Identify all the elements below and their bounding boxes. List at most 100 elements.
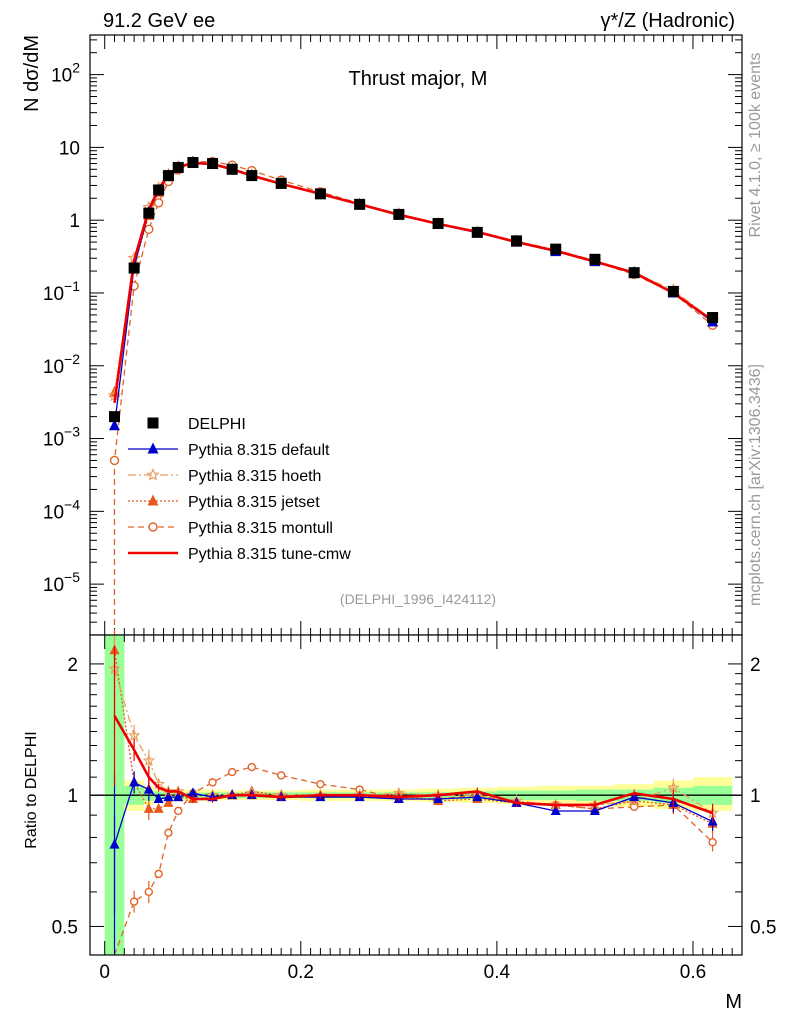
main-point-data: [128, 262, 140, 274]
ratio-point-montull: [227, 767, 237, 777]
main-point-montull: [144, 224, 154, 234]
ratio-y-tick-label-right: 1: [750, 786, 761, 807]
main-y-tick-label: 10−3: [43, 424, 80, 451]
ratio-point-jetset: [143, 802, 154, 813]
ratio-y-tick-label-left: 1: [67, 786, 78, 807]
main-point-data: [667, 285, 679, 297]
main-point-data: [109, 411, 121, 423]
ratio-y-tick-label-right: 2: [750, 655, 761, 676]
rivet-version-label: Rivet 4.1.0, ≥ 100k events: [747, 53, 764, 238]
reference-label: (DELPHI_1996_I424112): [340, 591, 496, 607]
main-y-tick-label: 1: [69, 211, 80, 232]
main-series-group: [107, 155, 720, 635]
ratio-y-tick-label-left: 2: [67, 655, 78, 676]
main-point-montull: [109, 455, 120, 466]
x-tick-label: 0.4: [484, 962, 511, 983]
main-point-data: [589, 253, 601, 265]
ratio-point-default: [472, 791, 483, 802]
main-y-axis-label: N dσ/dM: [21, 35, 43, 112]
ratio-y-tick-label-left: 0.5: [52, 917, 78, 938]
ratio-series-group: [108, 635, 719, 956]
main-y-tick-label: 102: [51, 60, 80, 87]
legend-marker-default: [147, 442, 159, 454]
legend-marker-hoeth: [146, 467, 160, 481]
main-point-data: [393, 208, 405, 220]
ratio-y-axis-label: Ratio to DELPHI: [23, 731, 40, 848]
mcplots-label: mcplots.cern.ch [arXiv:1306.3436]: [747, 364, 764, 606]
main-point-data: [162, 170, 174, 182]
main-title: Thrust major, M: [349, 68, 488, 90]
ratio-point-montull: [247, 762, 256, 772]
legend-label-montull: Pythia 8.315 montull: [188, 520, 333, 537]
main-point-montull: [153, 198, 164, 208]
x-tick-label: 0.6: [680, 962, 706, 983]
main-point-data: [432, 218, 444, 230]
main-point-data: [187, 157, 199, 169]
ratio-point-hoeth: [142, 754, 156, 766]
main-point-data: [628, 267, 640, 279]
legend-label-jetset: Pythia 8.315 jetset: [188, 494, 320, 511]
header-right: γ*/Z (Hadronic): [601, 10, 735, 32]
legend-label-default: Pythia 8.315 default: [188, 442, 330, 459]
x-tick-label: 0: [99, 962, 110, 983]
main-point-data: [143, 207, 155, 219]
main-y-tick-label: 10: [59, 138, 80, 159]
main-y-tick-label: 10−5: [43, 569, 80, 596]
header-left: 91.2 GeV ee: [103, 10, 215, 32]
main-point-data: [275, 177, 287, 189]
main-line-tune_cmw: [113, 161, 714, 403]
legend-label-hoeth: Pythia 8.315 hoeth: [188, 468, 321, 485]
ratio-point-montull: [174, 806, 183, 816]
ratio-point-default: [129, 776, 140, 787]
ratio-point-hoeth: [127, 729, 141, 741]
main-y-tick-label: 10−4: [43, 496, 80, 523]
main-y-tick-label: 10−1: [43, 278, 80, 305]
ratio-point-jetset: [153, 802, 164, 813]
main-plot-area: [90, 35, 742, 635]
ratio-point-default: [143, 783, 154, 794]
main-point-data: [153, 184, 165, 196]
ratio-point-montull: [164, 828, 173, 837]
main-panel: 10−5 10−4 10−3 10−2 10−1 1 10 102 Thrust major,…: [21, 34, 743, 636]
ratio-point-default: [187, 787, 198, 798]
ratio-y-tick-label-right: 0.5: [750, 917, 776, 938]
main-point-data: [471, 226, 483, 238]
main-y-tick-label: 10−2: [43, 351, 80, 378]
main-point-data: [172, 161, 184, 173]
main-point-data: [207, 158, 219, 170]
ratio-line-tune_cmw: [113, 715, 714, 815]
legend-label-tune_cmw: Pythia 8.315 tune-cmw: [188, 546, 351, 563]
main-point-data: [510, 235, 522, 247]
x-axis-label: M: [725, 991, 742, 1013]
legend-label-data: DELPHI: [188, 416, 246, 433]
main-point-data: [707, 312, 719, 324]
ratio-point-montull: [208, 778, 217, 787]
legend-marker-montull: [148, 522, 158, 532]
ratio-point-montull: [144, 887, 154, 897]
x-tick-label: 0.2: [288, 962, 314, 983]
main-point-data: [550, 243, 562, 255]
main-point-default: [109, 419, 121, 431]
ratio-point-montull: [154, 869, 163, 879]
ratio-point-default: [173, 791, 184, 802]
ratio-panel: 0.5 0.5 1 1 2 2 0 0.2 0.4 0.6 Ratio to DELPHI M: [23, 634, 776, 1013]
main-point-data: [314, 188, 326, 200]
ratio-point-default: [153, 793, 164, 804]
ratio-point-default: [589, 804, 600, 815]
ratio-frame: [89, 634, 743, 956]
ratio-point-montull: [276, 771, 286, 780]
legend: DELPHI Pythia 8.315 default Pythia 8.315 h…: [128, 416, 351, 563]
ratio-point-montull: [316, 779, 325, 789]
ratio-point-montull: [129, 897, 139, 906]
main-point-data: [226, 163, 238, 175]
ratio-point-default: [163, 791, 174, 802]
ratio-point-default: [550, 804, 561, 815]
ratio-point-jetset: [163, 796, 174, 807]
legend-marker-data: [147, 417, 159, 429]
main-point-data: [246, 170, 258, 182]
legend-marker-jetset: [147, 494, 159, 506]
ratio-point-montull: [708, 838, 717, 847]
main-axis-ticks: 10−5 10−4 10−3 10−2 10−1 1 10 102: [43, 35, 742, 636]
main-point-data: [354, 198, 366, 210]
